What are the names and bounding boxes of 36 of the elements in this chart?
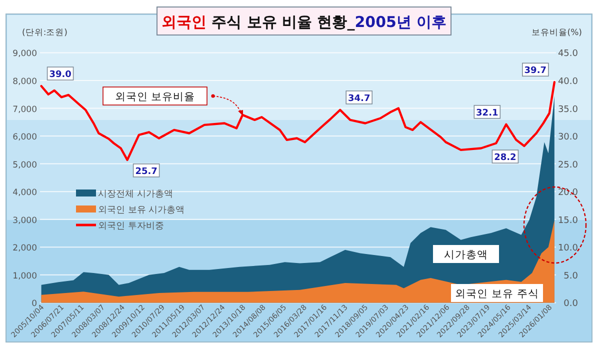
data-label: 25.7 (135, 166, 158, 177)
y-tick-label: 6,000 (12, 132, 37, 143)
y-axis-title: (단위:조원) (22, 28, 68, 38)
chart-title: 외국인 주식 보유 비율 현황_2005년 이후 (161, 13, 447, 31)
y2-tick-label: 30.0 (558, 132, 578, 143)
y2-tick-label: 40.0 (558, 76, 578, 87)
y2-tick-label: 20.0 (558, 188, 578, 198)
data-label: 39.7 (524, 66, 547, 76)
data-label: 34.7 (348, 94, 370, 104)
y2-tick-label: 10.0 (558, 244, 578, 254)
data-label: 39.0 (49, 70, 72, 80)
y-tick-label: 0 (32, 299, 37, 310)
y2-tick-label: 35.0 (558, 104, 578, 115)
y-tick-label: 4,000 (12, 188, 37, 198)
y2-tick-label: 45.0 (558, 49, 578, 60)
line-series (40, 81, 556, 162)
y-tick-label: 7,000 (12, 104, 37, 115)
annotation: 시가총액 (444, 249, 488, 261)
y-tick-label: 8,000 (12, 76, 37, 87)
legend-label: 외국인 보유 시가총액 (98, 206, 185, 216)
y-tick-label: 9,000 (12, 49, 37, 60)
data-label: 32.1 (476, 108, 498, 118)
y2-tick-label: 0.0 (564, 299, 578, 310)
y2-tick-label: 25.0 (558, 160, 578, 170)
legend-label: 시장전체 시가총액 (98, 190, 173, 200)
y2-axis-title: 보유비율(%) (531, 28, 582, 38)
annotation: 외국인 보유비율 (114, 91, 196, 103)
y2-tick-label: 5.0 (564, 271, 578, 282)
y-tick-label: 1,000 (12, 271, 37, 282)
data-label: 28.2 (494, 153, 516, 164)
y2-tick-label: 15.0 (558, 216, 578, 226)
y-tick-label: 2,000 (12, 244, 37, 254)
annotation: 외국인 보유 주식 (455, 288, 539, 300)
legend-label: 외국인 투자비중 (98, 222, 164, 232)
y-tick-label: 5,000 (12, 160, 37, 170)
y-tick-label: 3,000 (12, 216, 37, 226)
